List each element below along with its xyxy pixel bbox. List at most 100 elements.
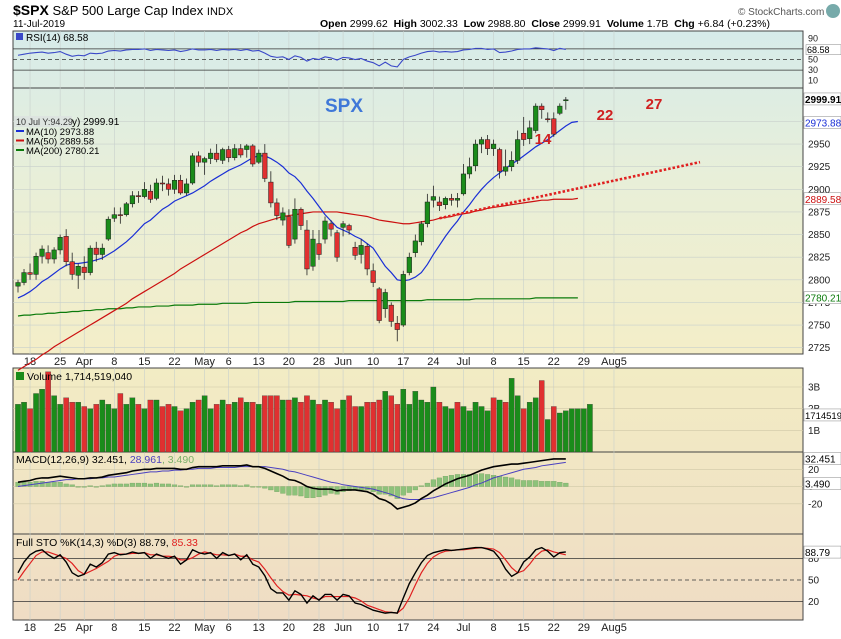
macd-hist-bar bbox=[159, 483, 166, 487]
price-tick-label: 2900 bbox=[808, 185, 831, 196]
volume-bar bbox=[219, 399, 226, 453]
candle-body bbox=[117, 214, 123, 216]
candle-body bbox=[262, 152, 268, 179]
macd-hist-bar bbox=[430, 479, 436, 487]
x-tick-label: 18 bbox=[24, 622, 36, 634]
macd-hist-bar bbox=[93, 486, 99, 488]
sto-tick-label: 80 bbox=[808, 554, 820, 565]
macd-hist-bar bbox=[141, 482, 147, 487]
macd-hist-bar bbox=[129, 482, 135, 487]
x-tick-label: 10 bbox=[367, 622, 379, 634]
macd-hist-bar bbox=[21, 482, 27, 487]
candle-body bbox=[57, 237, 63, 251]
candle-body bbox=[141, 189, 147, 197]
macd-hist-bar bbox=[220, 484, 226, 487]
sto-k-line bbox=[17, 546, 566, 614]
volume-bar bbox=[532, 397, 539, 453]
volume-bar bbox=[472, 402, 479, 453]
candle-body bbox=[135, 195, 141, 197]
candle-body bbox=[244, 145, 250, 150]
chg-value: +6.84 (+0.23%) bbox=[697, 18, 770, 30]
candle-body bbox=[105, 218, 111, 240]
x-tick-label: 6 bbox=[226, 622, 232, 634]
candle-body bbox=[268, 181, 274, 204]
volume-bar bbox=[141, 408, 148, 453]
volume-bar bbox=[575, 408, 581, 453]
volume-bar bbox=[27, 408, 33, 453]
macd-hist-bar bbox=[250, 486, 256, 488]
volume-bar bbox=[244, 402, 250, 453]
volume-bar bbox=[563, 410, 569, 453]
candle-body bbox=[190, 155, 196, 184]
volume-bar bbox=[298, 402, 304, 453]
volume-bar bbox=[117, 393, 124, 453]
volume-bar bbox=[442, 406, 449, 453]
rsi-tick-label: 10 bbox=[808, 76, 818, 86]
x-tick-label: 22 bbox=[548, 356, 560, 368]
macd-hist-bar bbox=[394, 486, 400, 499]
macd-hist-bar bbox=[190, 484, 196, 487]
x-tick-label: Aug5 bbox=[601, 356, 627, 368]
candle-body bbox=[521, 132, 527, 140]
macd-hist-bar bbox=[268, 486, 274, 491]
candle-body bbox=[539, 105, 545, 110]
volume-bar bbox=[448, 408, 455, 453]
candle-body bbox=[39, 248, 45, 257]
macd-hist-bar bbox=[539, 481, 545, 487]
candle-body bbox=[412, 240, 418, 253]
macd-hist-bar bbox=[298, 486, 304, 497]
volume-bar bbox=[340, 399, 346, 453]
macd-hist-bar bbox=[412, 486, 418, 491]
x-tick-label: May bbox=[194, 622, 215, 634]
candle-body bbox=[87, 247, 93, 273]
macd-legend-value: MACD(12,26,9) 32.451, bbox=[16, 454, 130, 466]
candle-body bbox=[400, 274, 406, 326]
macd-hist-bar bbox=[388, 486, 394, 497]
x-tick-label: Apr bbox=[76, 356, 93, 368]
macd-hist-bar bbox=[557, 482, 563, 487]
volume-legend-swatch bbox=[16, 372, 24, 380]
price-tick-label: 2950 bbox=[808, 140, 831, 151]
price-tick-label: 2750 bbox=[808, 321, 831, 332]
candle-body bbox=[485, 139, 491, 149]
volume-bar bbox=[183, 408, 190, 453]
open-label: Open bbox=[320, 18, 347, 30]
macd-value-box bbox=[803, 452, 841, 465]
volume-bar bbox=[81, 406, 87, 453]
candle-body bbox=[33, 256, 39, 275]
high-label: High bbox=[393, 18, 417, 30]
volume-value-tag: 1714519 bbox=[805, 411, 841, 422]
volume-bar bbox=[274, 395, 280, 453]
macd-hist-bar bbox=[436, 477, 442, 487]
volume-bar bbox=[21, 402, 27, 453]
volume-bar bbox=[400, 389, 407, 453]
volume-bar bbox=[129, 397, 136, 453]
x-tick-label: 8 bbox=[491, 356, 497, 368]
macd-hist-bar bbox=[472, 474, 479, 487]
volume-bar bbox=[225, 404, 232, 453]
candle-body bbox=[328, 223, 334, 230]
x-tick-label: 29 bbox=[578, 356, 590, 368]
candle-body bbox=[63, 236, 69, 262]
volume-bar bbox=[418, 399, 425, 453]
volume-bar bbox=[382, 391, 388, 453]
macd-hist-bar bbox=[310, 486, 316, 498]
candle-body bbox=[147, 190, 153, 200]
candle-body bbox=[497, 149, 503, 172]
candle-body bbox=[533, 105, 539, 131]
rsi-tick-label: 90 bbox=[808, 33, 818, 43]
sto-tick-label: 50 bbox=[808, 576, 820, 587]
macd-hist-bar bbox=[316, 486, 322, 498]
volume-bar bbox=[545, 419, 551, 453]
candle-body bbox=[250, 145, 256, 165]
chg-label: Chg bbox=[674, 18, 695, 30]
rsi-tick-label: 30 bbox=[808, 65, 818, 75]
sto-legend-d: 85.33 bbox=[172, 537, 198, 549]
volume-bar bbox=[159, 406, 166, 453]
watermark: © StockCharts.com bbox=[738, 7, 825, 18]
price-value-box bbox=[803, 116, 841, 129]
volume-bar bbox=[207, 408, 214, 453]
candle-body bbox=[220, 149, 226, 161]
x-tick-label: 15 bbox=[518, 356, 530, 368]
volume-bar bbox=[557, 412, 563, 453]
